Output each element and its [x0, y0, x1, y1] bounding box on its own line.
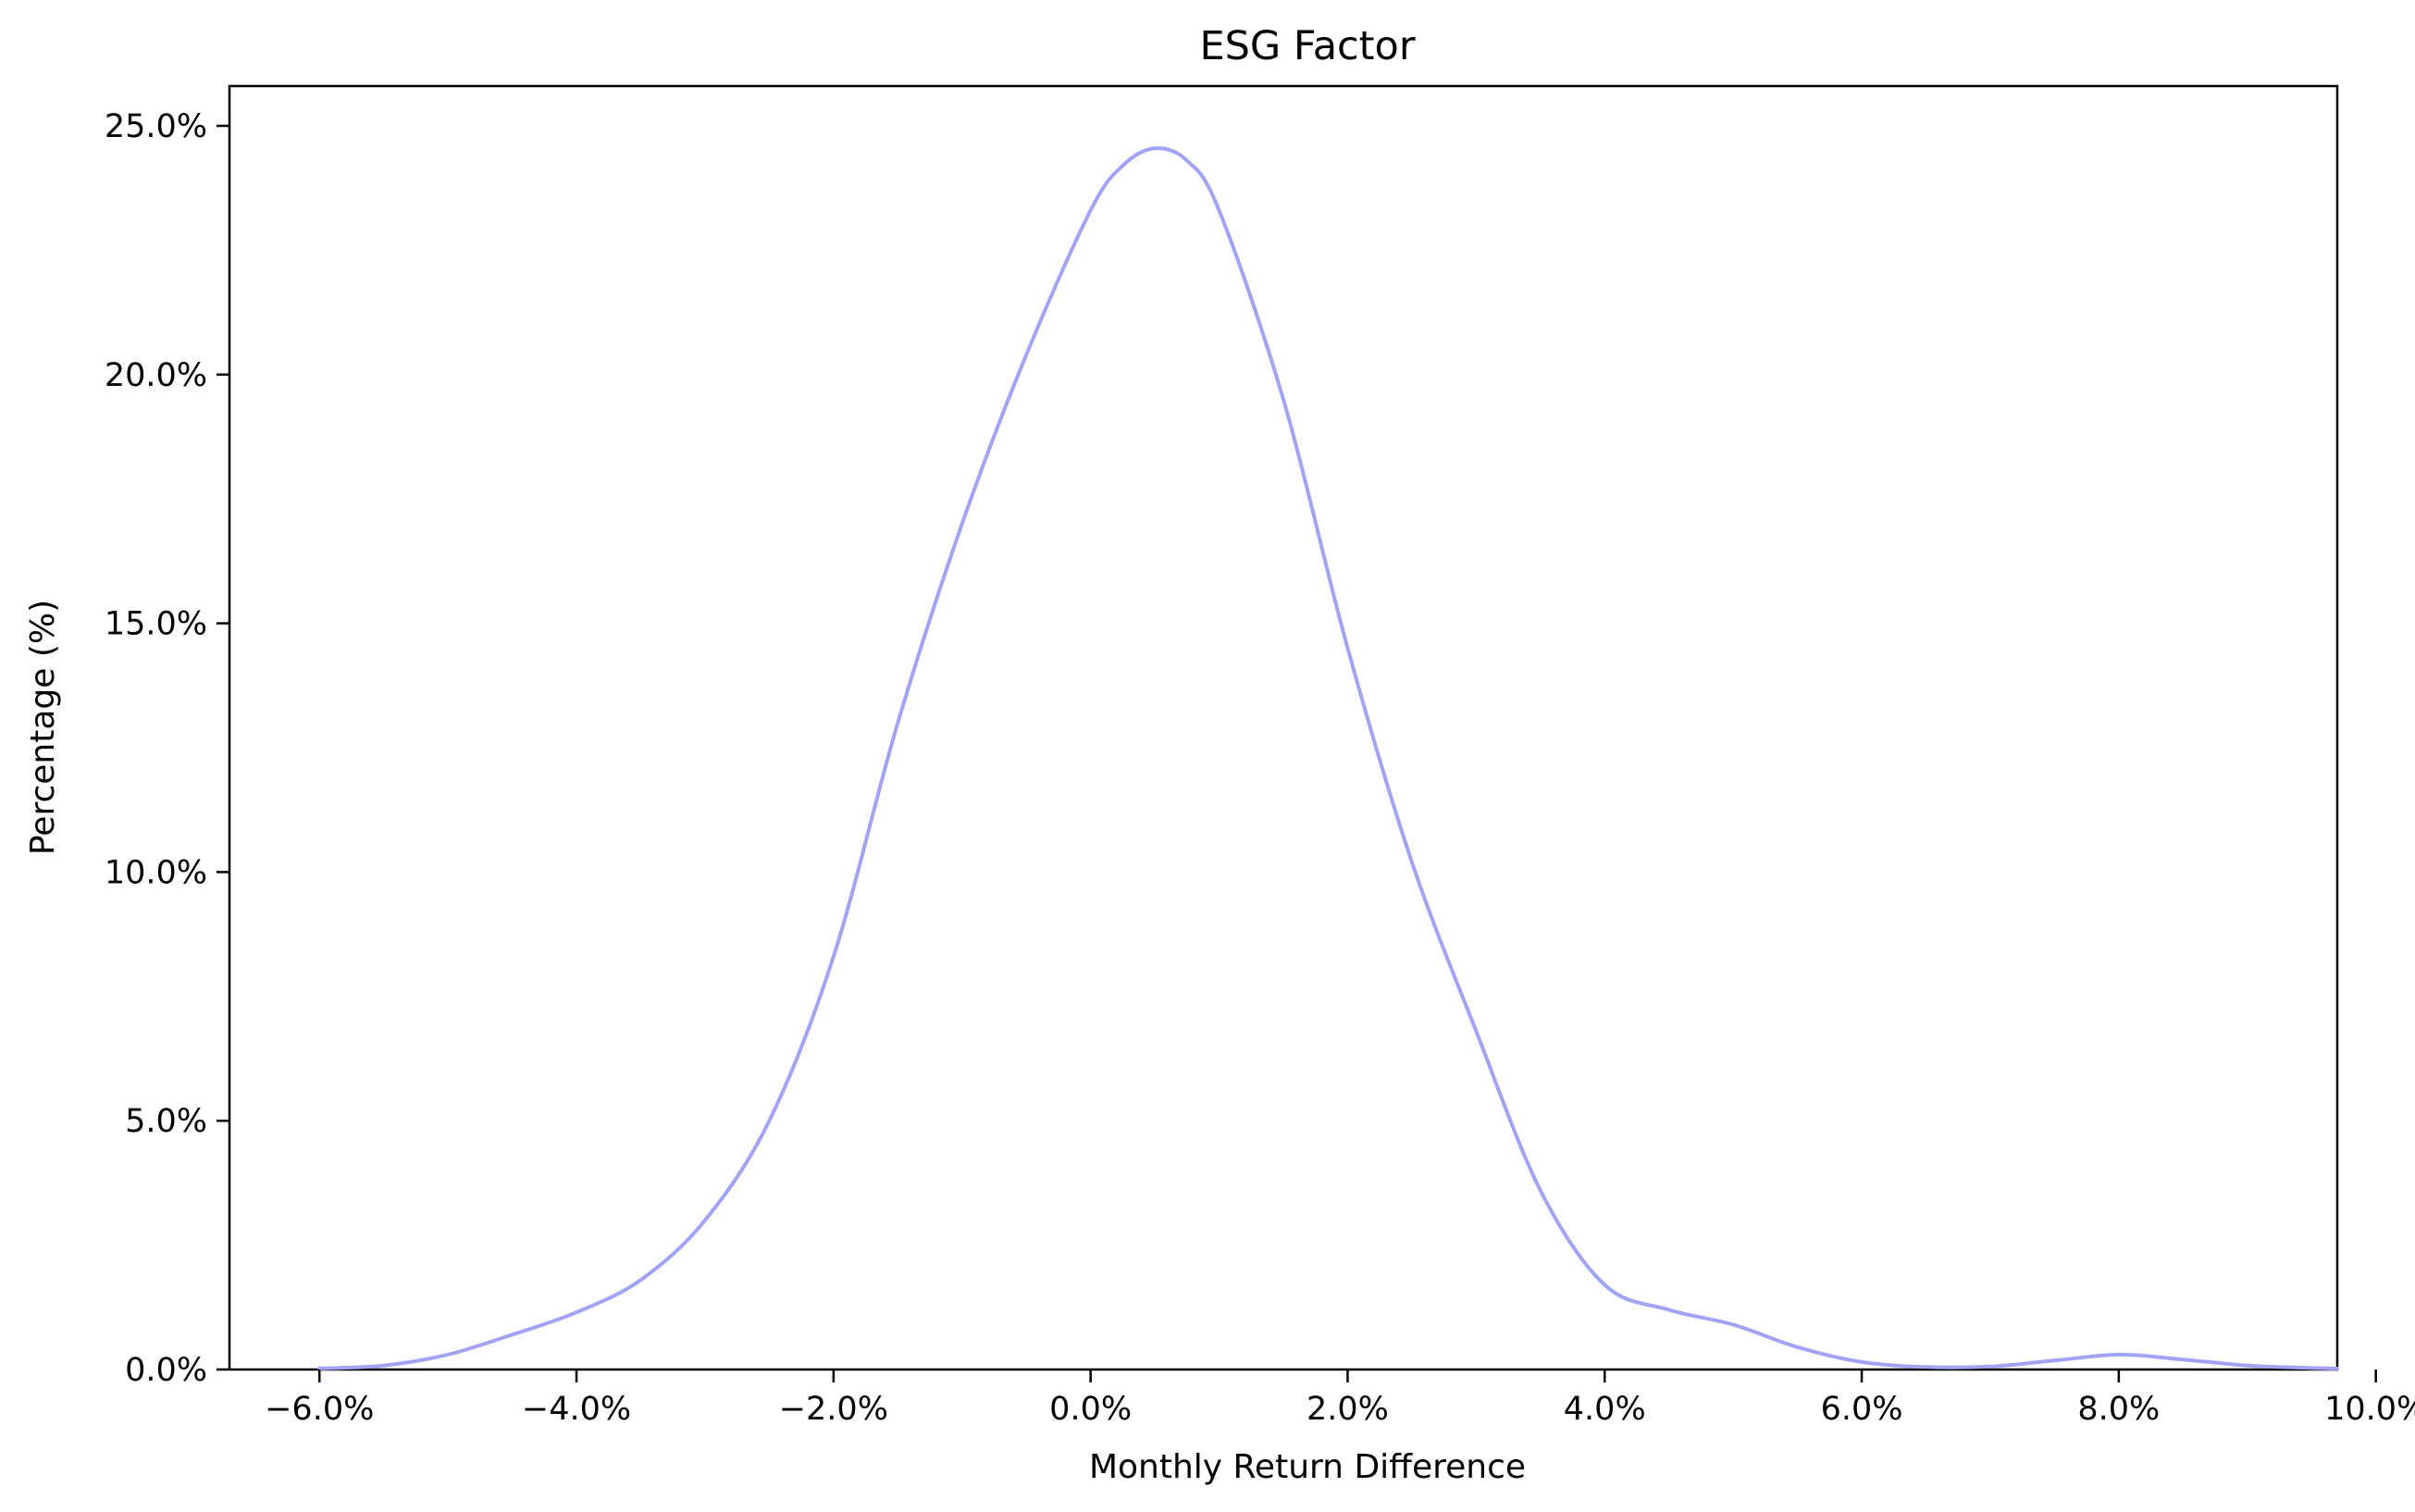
y-tick-label: 15.0% [105, 606, 207, 643]
x-tick-label: −4.0% [522, 1391, 631, 1428]
x-tick-label: −6.0% [265, 1391, 374, 1428]
x-axis-ticks: −6.0% −4.0% −2.0% 0.0% 2.0% 4.0% 6.0% 8.0% 10.0% [265, 1369, 2415, 1428]
y-tick-label: 5.0% [125, 1103, 207, 1140]
x-tick-label: 8.0% [2077, 1391, 2160, 1428]
y-tick-label: 10.0% [105, 854, 207, 891]
plot-frame [228, 84, 2339, 1371]
y-axis-ticks: 0.0% 5.0% 10.0% 15.0% 20.0% 25.0% [105, 108, 229, 1389]
y-axis-title: Percentage (%) [24, 600, 62, 855]
y-tick-label: 25.0% [105, 108, 207, 145]
x-tick-label: 2.0% [1307, 1391, 1389, 1428]
x-tick-label: 10.0% [2324, 1391, 2415, 1428]
y-tick-label: 0.0% [125, 1352, 207, 1389]
x-tick-label: −2.0% [779, 1391, 888, 1428]
x-tick-label: 6.0% [1821, 1391, 1903, 1428]
chart-title: ESG Factor [1199, 23, 1415, 69]
y-tick-label: 20.0% [105, 357, 207, 394]
x-axis-title: Monthly Return Difference [1089, 1448, 1526, 1486]
x-tick-label: 0.0% [1049, 1391, 1132, 1428]
x-tick-label: 4.0% [1564, 1391, 1646, 1428]
density-line [317, 146, 2339, 1370]
